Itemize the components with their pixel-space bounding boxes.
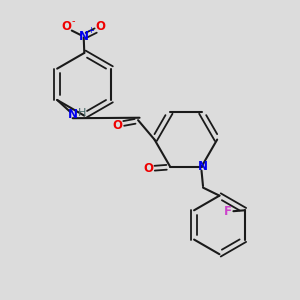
Text: +: + [87,26,94,35]
Text: O: O [112,119,122,132]
Text: O: O [95,20,105,33]
Text: O: O [143,162,153,175]
Text: H: H [77,108,86,118]
Text: N: N [68,108,78,121]
Text: F: F [224,205,232,218]
Text: N: N [79,30,89,43]
Text: O: O [62,20,72,33]
Text: -: - [72,16,75,26]
Text: N: N [197,160,207,173]
